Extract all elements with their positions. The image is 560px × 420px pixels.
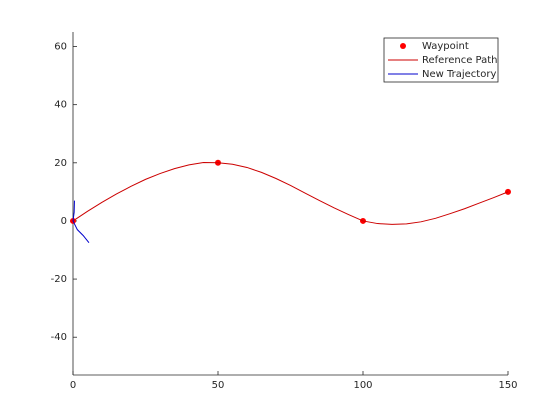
y-tick-label: 60 [54,42,67,53]
legend-marker [400,43,406,49]
legend-label: New Trajectory [422,69,496,80]
y-tick-label: -40 [51,332,67,343]
y-tick-label: 0 [61,216,67,227]
y-tick-label: 20 [54,158,67,169]
series-line [72,162,509,225]
x-tick-label: 0 [70,380,76,391]
y-tick-label: -20 [51,274,67,285]
x-tick-label: 50 [212,380,225,391]
x-tick-label: 100 [353,380,372,391]
legend-label: Reference Path [422,55,498,66]
x-tick-label: 150 [498,380,517,391]
y-tick-label: 40 [54,100,67,111]
legend-label: Waypoint [422,41,469,52]
series-line [72,200,90,244]
